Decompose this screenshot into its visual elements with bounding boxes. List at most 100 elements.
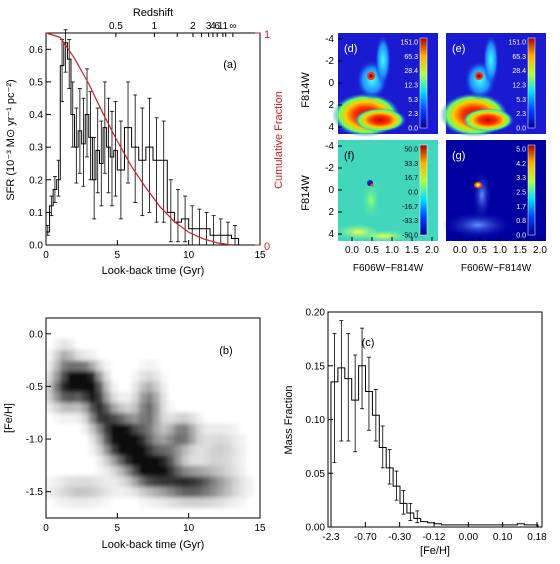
heatmap-cell [210, 444, 218, 456]
heatmap-cell [138, 423, 147, 435]
panel-g-label: (g) [452, 150, 465, 162]
heatmap-cell [145, 360, 154, 372]
heatmap-cell [81, 370, 90, 382]
heatmap-cell [145, 402, 154, 414]
heatmap-cell [231, 475, 240, 487]
heatmap-cell [46, 360, 54, 372]
heatmap-cell [53, 381, 61, 393]
heatmap-cell [231, 423, 240, 435]
heatmap-cell [181, 475, 190, 487]
panel-a-y-ticks: 0.0 0.1 0.2 0.3 0.4 0.5 0.6 [29, 45, 51, 252]
panel-a-y2-ticks: 01 [255, 29, 270, 253]
heatmap-cell [202, 465, 211, 477]
heatmap-cell [74, 402, 83, 414]
heatmap-cell [231, 444, 240, 456]
redshift-tick-label: 1 [152, 21, 158, 32]
cmd-x-tick-label: 1.5 [405, 245, 419, 256]
heatmap-cell [153, 433, 161, 445]
heatmap-cell [60, 486, 68, 498]
heatmap-cell [202, 496, 211, 508]
heatmap-cell [145, 370, 154, 382]
heatmap-cell [188, 486, 197, 498]
heatmap-cell [103, 433, 111, 445]
heatmap-cell [67, 412, 76, 424]
panel-f-label: (f) [344, 150, 354, 162]
heatmap-cell [74, 370, 83, 382]
heatmap-cell [46, 391, 54, 403]
heatmap-cell [217, 433, 225, 445]
heatmap-cell [174, 433, 183, 445]
heatmap-cell [174, 444, 183, 456]
heatmap-cell [88, 444, 97, 456]
heatmap-cell [74, 486, 83, 498]
heatmap-cell [74, 360, 83, 372]
cmd-x-tick-label: 0.0 [345, 245, 359, 256]
heatmap-cell [124, 391, 133, 403]
panel-f-colorbar [419, 144, 428, 236]
heatmap-cell [67, 496, 76, 508]
heatmap-cell [224, 475, 232, 487]
heatmap-cell [74, 349, 83, 361]
heatmap-cell [217, 423, 225, 435]
heatmap-cell [145, 423, 154, 435]
heatmap-cell [60, 391, 68, 403]
panel-b-ylabel: [Fe/H] [3, 403, 15, 433]
heatmap-cell [181, 444, 190, 456]
heatmap-cell [238, 444, 247, 456]
heatmap-cell [145, 412, 154, 424]
heatmap-cell [117, 486, 125, 498]
cmd-x-ticks-right: 0.0 0.5 1.0 1.5 2.0 [453, 237, 547, 256]
cmd-x-tick-label: 0.5 [365, 245, 379, 256]
heatmap-cell [160, 391, 168, 403]
colorbar-label: 2.3 [408, 111, 418, 118]
heatmap-cell [131, 391, 140, 403]
heatmap-cell [160, 423, 168, 435]
cmd-x-tick-label: 1.0 [385, 245, 399, 256]
panel-e-model-cmd: 151.0 65.3 28.4 12.3 5.3 2.3 0.0 (e) [440, 33, 546, 137]
panel-c-ylabel: Mass Fraction [283, 385, 295, 454]
heatmap-cell [60, 349, 68, 361]
heatmap-cell [167, 454, 175, 466]
heatmap-cell [188, 475, 197, 487]
y-tick-label: 0.0 [29, 329, 43, 340]
colorbar-label: 12.3 [404, 83, 418, 90]
heatmap-cell [74, 412, 83, 424]
panel-g-significance-cmd: 5.0 4.2 3.3 2.5 1.7 0.8 0.0 (g) [442, 140, 546, 241]
heatmap-cell [117, 454, 125, 466]
heatmap-cell [53, 360, 61, 372]
heatmap-cell [53, 370, 61, 382]
y-tick-label: 0.10 [306, 415, 326, 426]
heatmap-cell [88, 360, 97, 372]
heatmap-cell [217, 486, 225, 498]
heatmap-cell [202, 433, 211, 445]
heatmap-cell [110, 412, 118, 424]
heatmap-cell [117, 433, 125, 445]
heatmap-cell [153, 486, 161, 498]
panel-g-significance [442, 169, 514, 239]
heatmap-cell [110, 381, 118, 393]
heatmap-cell [202, 444, 211, 456]
colorbar-label: -50.0 [402, 233, 418, 240]
heatmap-cell [174, 423, 183, 435]
heatmap-cell [95, 412, 104, 424]
heatmap-cell [167, 496, 175, 508]
heatmap-cell [210, 423, 218, 435]
heatmap-cell [217, 444, 225, 456]
heatmap-cell [67, 381, 76, 393]
heatmap-cell [81, 360, 90, 372]
heatmap-cell [153, 402, 161, 414]
heatmap-cell [103, 360, 111, 372]
heatmap-cell [245, 475, 254, 487]
heatmap-cell [124, 412, 133, 424]
colorbar-label: 12.3 [512, 83, 526, 90]
panel-b-x-ticks: 0 5 10 15 [43, 513, 266, 534]
cmd-x-tick-label: 0.5 [473, 245, 487, 256]
heatmap-cell [153, 391, 161, 403]
heatmap-cell [181, 486, 190, 498]
y-tick-label: 0.20 [306, 308, 326, 319]
heatmap-cell [174, 486, 183, 498]
cumulative-fraction-line [45, 32, 232, 246]
heatmap-cell [210, 496, 218, 508]
heatmap-cell [95, 423, 104, 435]
heatmap-cell [95, 496, 104, 508]
